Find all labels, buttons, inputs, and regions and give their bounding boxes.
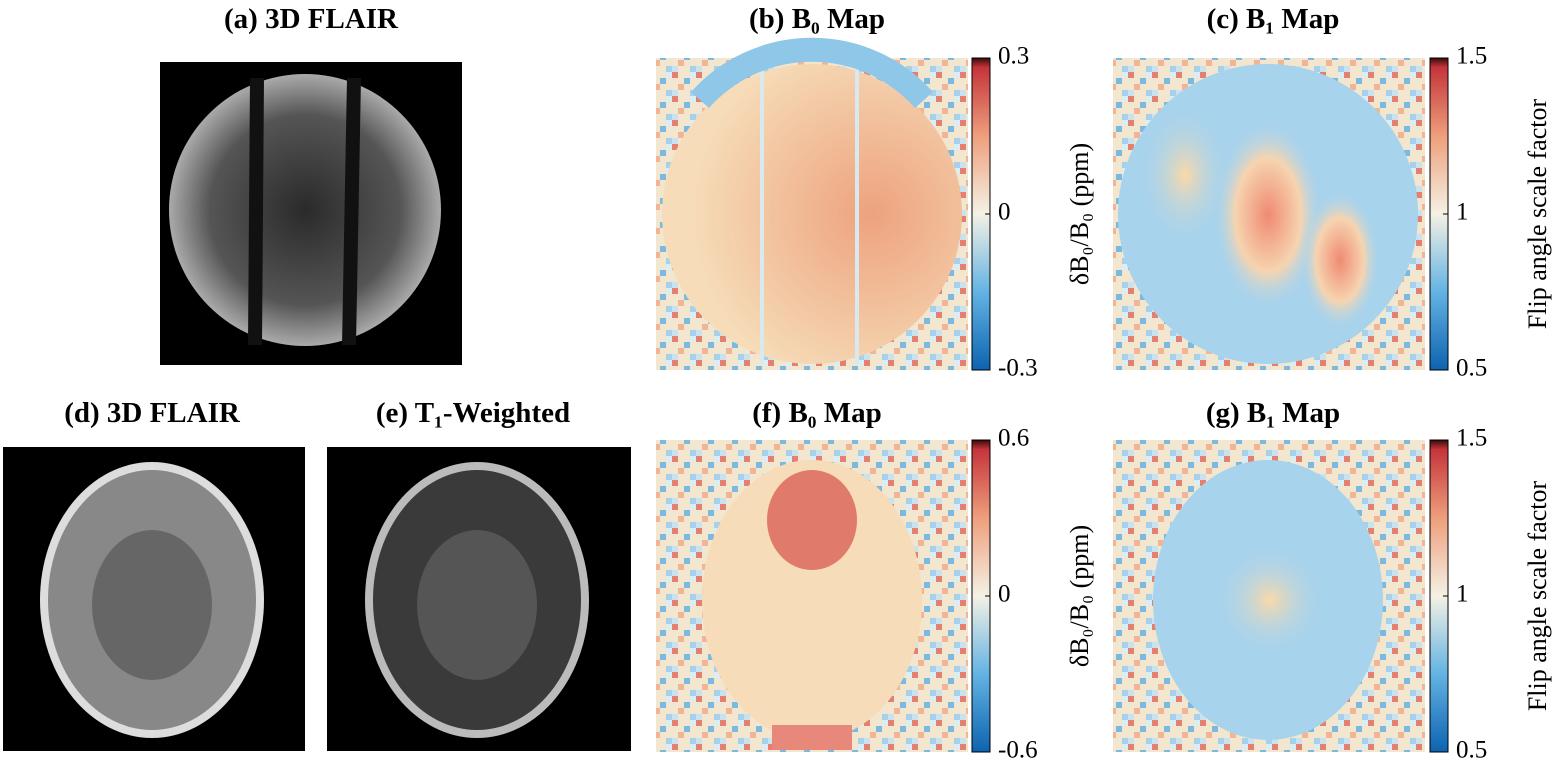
image-g <box>1113 440 1425 752</box>
panel-title: (e) T₁-Weighted <box>376 397 570 429</box>
image-d <box>3 447 305 751</box>
colorbar-tick-label: 0.3 <box>998 43 1029 70</box>
colorbar-tick-label: 1.5 <box>1456 425 1487 452</box>
colorbar-tick-label: 1 <box>1456 581 1469 608</box>
colorbar-tick-label: 0 <box>998 581 1011 608</box>
colorbar-label: Flip angle scale factor <box>1523 481 1552 712</box>
colorbar-tick-label: 1.5 <box>1456 43 1487 70</box>
side-label: δB₀/B₀ (ppm) <box>1065 525 1094 667</box>
colorbar-label: Flip angle scale factor <box>1523 99 1552 330</box>
panel-title: (b) B₀ Map <box>749 3 885 35</box>
panel-title: (f) B₀ Map <box>752 397 882 429</box>
panel-title: (g) B₁ Map <box>1206 397 1340 429</box>
image-f <box>656 440 968 752</box>
colorbar-tick-label: 0 <box>998 199 1011 226</box>
colorbar-tick-label: 0.5 <box>1456 737 1487 764</box>
side-label: δB₀/B₀ (ppm) <box>1065 143 1094 285</box>
panel-title: (a) 3D FLAIR <box>224 3 399 35</box>
colorbar-tick-label: -0.3 <box>998 355 1038 382</box>
colorbar-tick-label: 1 <box>1456 199 1469 226</box>
image-b <box>656 37 968 370</box>
colorbar-tick-label: 0.5 <box>1456 355 1487 382</box>
colorbar-tick-label: 0.6 <box>998 425 1029 452</box>
image-c <box>1113 58 1425 370</box>
panel-title: (c) B₁ Map <box>1207 3 1340 35</box>
panel-title: (d) 3D FLAIR <box>64 397 241 429</box>
image-a <box>160 62 462 365</box>
colorbar-tick-label: -0.6 <box>998 737 1038 764</box>
image-e <box>327 447 631 751</box>
